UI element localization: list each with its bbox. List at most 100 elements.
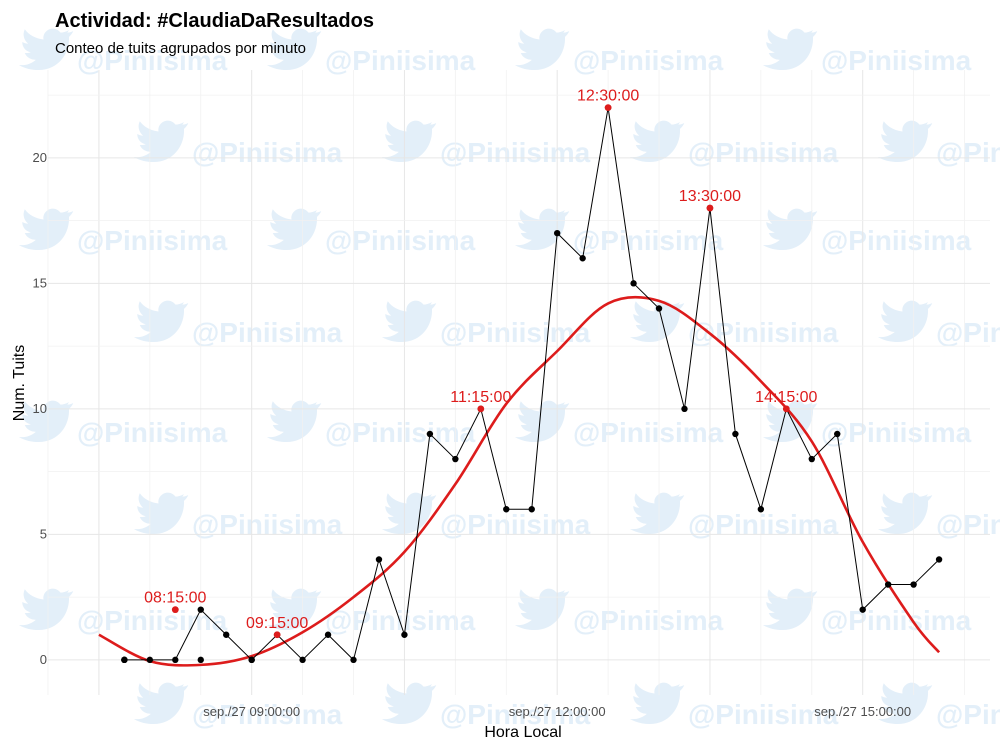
highlight-label: 12:30:00 xyxy=(577,88,639,105)
twitter-bird-shape xyxy=(18,588,74,631)
twitter-bird-icon: @Piniisima xyxy=(514,28,724,76)
data-point xyxy=(172,656,179,664)
trend-line xyxy=(98,295,941,667)
twitter-bird-icon: @Piniisima xyxy=(381,300,591,348)
data-point xyxy=(350,656,357,664)
twitter-bird-icon: @Piniisima xyxy=(877,682,1000,730)
data-point xyxy=(426,430,434,438)
twitter-bird-shape xyxy=(381,300,437,343)
data-point xyxy=(808,455,815,463)
watermark-text: @Piniisima xyxy=(192,317,343,348)
highlight-point xyxy=(782,405,790,413)
twitter-bird-icon: @Piniisima xyxy=(133,682,343,730)
data-point xyxy=(324,631,332,638)
trend-layer xyxy=(98,295,941,667)
watermark-text: @Piniisima xyxy=(192,137,343,168)
twitter-bird-icon: @Piniisima xyxy=(133,300,343,348)
twitter-bird-shape xyxy=(514,588,570,631)
highlight-point xyxy=(477,405,485,413)
highlight-label: 13:30:00 xyxy=(679,188,741,205)
y-axis-title: Num. Tuits xyxy=(11,345,28,421)
twitter-bird-icon: @Piniisima xyxy=(18,28,228,76)
data-point xyxy=(146,656,154,664)
watermark-text: @Piniisima xyxy=(440,699,591,730)
y-tick-label: 5 xyxy=(40,526,47,541)
watermark-text: @Piniisima xyxy=(688,137,839,168)
twitter-bird-shape xyxy=(514,400,570,443)
data-point xyxy=(401,631,408,638)
twitter-bird-shape xyxy=(629,300,685,343)
twitter-bird-icon: @Piniisima xyxy=(266,28,476,76)
y-tick-label: 20 xyxy=(33,150,47,165)
twitter-bird-icon: @Piniisima xyxy=(877,300,1000,348)
twitter-bird-icon: @Piniisima xyxy=(381,120,591,168)
watermark-text: @Piniisima xyxy=(936,317,1000,348)
watermark-text: @Piniisima xyxy=(936,509,1000,540)
watermark-text: @Piniisima xyxy=(325,225,476,256)
peak-labels: 08:15:00 09:15:00 11:15:00 12:30:00 13:30:00… xyxy=(144,88,818,639)
twitter-bird-shape xyxy=(18,400,74,443)
y-tick-label: 10 xyxy=(33,401,47,416)
twitter-bird-shape xyxy=(877,492,933,535)
twitter-bird-icon: @Piniisima xyxy=(877,120,1000,168)
watermark-text: @Piniisima xyxy=(821,45,972,76)
data-point xyxy=(655,305,663,312)
chart-title: Actividad: #ClaudiaDaResultados xyxy=(55,10,374,32)
data-point xyxy=(553,229,561,237)
watermark-text: @Piniisima xyxy=(77,417,228,448)
highlight-point xyxy=(706,204,714,212)
data-point xyxy=(757,506,765,513)
twitter-bird-icon: @Piniisima xyxy=(629,300,839,348)
watermark-text: @Piniisima xyxy=(440,137,591,168)
twitter-bird-shape xyxy=(381,682,437,725)
watermark-text: @Piniisima xyxy=(440,317,591,348)
highlight-point xyxy=(273,631,281,639)
series-line xyxy=(124,107,940,661)
data-point xyxy=(935,556,943,563)
watermark-text: @Piniisima xyxy=(440,509,591,540)
twitter-bird-shape xyxy=(629,492,685,535)
watermark-text: @Piniisima xyxy=(821,417,972,448)
data-point xyxy=(452,455,459,463)
x-axis-title: Hora Local xyxy=(484,724,561,741)
twitter-bird-icon: @Piniisima xyxy=(514,208,724,256)
data-point xyxy=(528,506,535,513)
twitter-bird-shape xyxy=(266,28,322,71)
twitter-bird-icon: @Piniisima xyxy=(762,208,972,256)
y-tick-label: 15 xyxy=(33,275,47,290)
twitter-bird-icon: @Piniisima xyxy=(266,400,476,448)
watermark-text: @Piniisima xyxy=(821,605,972,636)
data-point xyxy=(910,581,917,588)
axes: 0 5 10 15 20 sep./27 09:00:00 sep./27 12:00:00… xyxy=(33,150,912,719)
twitter-bird-icon: @Piniisima xyxy=(381,682,591,730)
twitter-bird-icon: @Piniisima xyxy=(381,492,591,540)
twitter-bird-shape xyxy=(18,28,74,71)
watermark-layer: @Piniisima @Piniisima @Piniisima @Piniisima… xyxy=(18,28,1000,730)
watermark-text: @Piniisima xyxy=(688,699,839,730)
chart-subtitle: Conteo de tuits agrupados por minuto xyxy=(55,40,306,57)
twitter-bird-icon: @Piniisima xyxy=(877,492,1000,540)
watermark-text: @Piniisima xyxy=(192,509,343,540)
watermark-text: @Piniisima xyxy=(573,225,724,256)
twitter-bird-icon: @Piniisima xyxy=(762,588,972,636)
highlight-label: 14:15:00 xyxy=(755,389,817,406)
x-tick-label: sep./27 09:00:00 xyxy=(203,704,300,719)
twitter-bird-icon: @Piniisima xyxy=(133,492,343,540)
data-point xyxy=(223,631,230,638)
twitter-bird-shape xyxy=(629,682,685,725)
highlight-point xyxy=(604,104,612,112)
highlight-label: 09:15:00 xyxy=(246,615,308,632)
twitter-bird-icon: @Piniisima xyxy=(133,120,343,168)
x-tick-label: sep./27 12:00:00 xyxy=(509,704,606,719)
highlight-label: 08:15:00 xyxy=(144,590,206,607)
series-layer xyxy=(124,107,940,661)
watermark-text: @Piniisima xyxy=(77,225,228,256)
twitter-bird-shape xyxy=(514,28,570,71)
twitter-bird-shape xyxy=(877,300,933,343)
data-point xyxy=(197,606,204,613)
data-point xyxy=(732,430,739,438)
twitter-bird-icon: @Piniisima xyxy=(18,588,228,636)
twitter-bird-shape xyxy=(877,120,933,163)
data-point xyxy=(579,255,586,262)
twitter-bird-icon: @Piniisima xyxy=(629,682,839,730)
